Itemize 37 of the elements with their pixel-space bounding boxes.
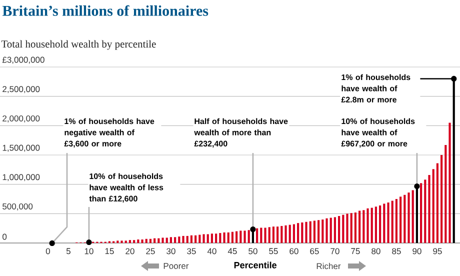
chart-title: Britain’s millions of millionaires bbox=[2, 5, 208, 16]
x-tick-label: 80 bbox=[372, 248, 380, 254]
x-tick-label: 15 bbox=[105, 248, 114, 254]
x-tick-label: 40 bbox=[207, 248, 216, 254]
y-tick-label: 0 bbox=[2, 234, 7, 240]
chart-subtitle: Total household wealth by percentile bbox=[1, 40, 156, 50]
x-tick-label: 75 bbox=[351, 248, 360, 254]
x-tick-label: 60 bbox=[290, 248, 298, 254]
y-tick-label: 500,000 bbox=[2, 203, 33, 210]
annotation: 1% of households have wealth of £2.8m or more bbox=[341, 74, 410, 102]
x-tick-label: 90 bbox=[412, 248, 422, 254]
x-tick-label: 85 bbox=[392, 248, 401, 254]
x-axis-title: Percentile bbox=[234, 262, 277, 268]
y-tick-label: 2,000,000 bbox=[2, 115, 40, 122]
annotation: 10% of households have wealth of less than £12,600 bbox=[89, 173, 164, 203]
text: Poorer bbox=[164, 263, 189, 269]
x-tick-label: 70 bbox=[330, 248, 340, 254]
x-tick-label: 65 bbox=[310, 248, 319, 254]
x-tick-label: 30 bbox=[166, 248, 176, 254]
annotation: 1% of households have negative wealth of £3,600 or more bbox=[64, 118, 154, 148]
annotation: 10% of households have wealth of £967,200 or more bbox=[341, 118, 415, 148]
x-tick-label: 0 bbox=[46, 248, 50, 254]
y-tick-label: 1,500,000 bbox=[2, 144, 40, 152]
x-tick-label: 45 bbox=[228, 248, 237, 254]
y-tick-label: 2,500,000 bbox=[2, 86, 40, 94]
y-tick-label: £3,000,000 bbox=[2, 56, 44, 64]
x-tick-label: 50 bbox=[248, 248, 258, 254]
x-tick-label: 95 bbox=[433, 248, 442, 254]
x-tick-label: 25 bbox=[146, 248, 155, 254]
x-tick-label: 10 bbox=[84, 248, 94, 254]
x-tick-label: 5 bbox=[66, 248, 70, 254]
x-tick-label: 35 bbox=[187, 248, 196, 254]
y-tick-label: 1,000,000 bbox=[2, 174, 40, 182]
annotation: Half of households have wealth of more than £232,400 bbox=[194, 118, 288, 148]
x-tick-label: 20 bbox=[126, 248, 134, 254]
text: Richer bbox=[316, 262, 341, 270]
x-tick-label: 55 bbox=[269, 248, 278, 254]
